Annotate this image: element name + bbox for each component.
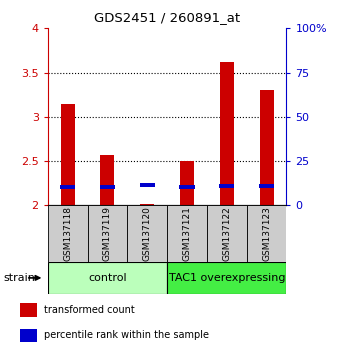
Bar [127, 205, 167, 262]
Bar [219, 184, 234, 188]
Bar [260, 90, 273, 205]
Bar [88, 205, 127, 262]
Bar [20, 329, 38, 342]
Text: GSM137123: GSM137123 [262, 206, 271, 261]
Text: GSM137122: GSM137122 [222, 206, 231, 261]
Bar [220, 62, 234, 205]
Bar [48, 205, 88, 262]
Title: GDS2451 / 260891_at: GDS2451 / 260891_at [94, 11, 240, 24]
Bar [139, 183, 155, 187]
Bar [180, 161, 194, 205]
Bar [61, 104, 75, 205]
Text: TAC1 overexpressing: TAC1 overexpressing [168, 273, 285, 283]
Text: GSM137119: GSM137119 [103, 206, 112, 261]
Text: control: control [88, 273, 127, 283]
Bar [101, 155, 114, 205]
Bar [140, 204, 154, 205]
Bar [167, 205, 207, 262]
Bar [60, 185, 75, 188]
Text: GSM137118: GSM137118 [63, 206, 72, 261]
Bar [207, 205, 247, 262]
Text: GSM137121: GSM137121 [182, 206, 192, 261]
Bar [259, 184, 274, 188]
Text: transformed count: transformed count [44, 305, 134, 315]
Bar [247, 205, 286, 262]
Bar [48, 262, 167, 294]
Text: strain: strain [3, 273, 35, 283]
Bar [20, 303, 38, 317]
Text: GSM137120: GSM137120 [143, 206, 152, 261]
Text: percentile rank within the sample: percentile rank within the sample [44, 330, 209, 341]
Bar [167, 262, 286, 294]
Bar [179, 185, 195, 188]
Bar [100, 185, 115, 188]
